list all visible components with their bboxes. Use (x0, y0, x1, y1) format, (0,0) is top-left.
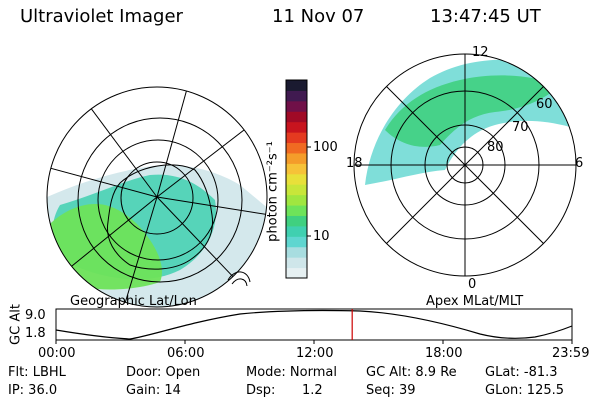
colorbar (285, 79, 308, 279)
mlt-label-6: 6 (575, 156, 584, 171)
colorbar-frame (285, 79, 308, 279)
apex-map-label: Apex MLat/MLT (426, 294, 524, 309)
colorbar-swatch (286, 111, 307, 123)
colorbar-swatch (286, 257, 307, 269)
colorbar-swatch (286, 152, 307, 164)
colorbar-swatch (286, 80, 307, 91)
antarctica-coastline (106, 164, 214, 270)
info-filter: Flt: LBHL (8, 365, 66, 380)
info-door: Door: Open (126, 365, 201, 380)
info-gc-alt: GC Alt: 8.9 Re (366, 365, 457, 380)
altitude-ytick-1-8: 1.8 (25, 326, 46, 341)
altitude-xtick-2359: 23:59 (552, 346, 590, 361)
compass-glyph (227, 271, 251, 287)
colorbar-swatch (286, 163, 307, 175)
colorbar-swatch (286, 184, 307, 196)
mlat-label-60: 60 (536, 97, 553, 112)
info-dsp-value: 1.2 (302, 383, 323, 398)
time-label: 13:47:45 UT (430, 6, 541, 27)
mlt-label-18: 18 (346, 156, 363, 171)
altitude-xticks (55, 340, 573, 344)
colorbar-swatch (286, 132, 307, 144)
apex-mlt-lines (354, 54, 576, 276)
mlat-label-70: 70 (512, 120, 529, 135)
geo-lat-circle-3 (120, 161, 194, 235)
info-mode: Mode: Normal (246, 365, 337, 380)
info-gain: Gain: 14 (126, 383, 181, 398)
geo-lat-circle-outer (46, 86, 268, 308)
colorbar-swatch (286, 121, 307, 133)
coastline-upper (47, 87, 61, 126)
info-glat: GLat: -81.3 (485, 365, 558, 380)
colorbar-swatch (286, 194, 307, 206)
altitude-plot-frame (55, 308, 573, 341)
altitude-curve (55, 309, 573, 340)
mlt-label-0: 0 (468, 277, 477, 292)
colorbar-swatch (286, 215, 307, 227)
apex-map (353, 53, 577, 277)
altitude-xtick-0600: 06:00 (167, 346, 205, 361)
colorbar-swatch (286, 142, 307, 154)
info-glon: GLon: 125.5 (485, 383, 565, 398)
info-seq: Seq: 39 (366, 383, 416, 398)
geo-lat-circle-1 (77, 117, 243, 283)
colorbar-swatch (286, 267, 307, 279)
geo-lat-circle-2 (97, 139, 219, 261)
colorbar-swatch (286, 225, 307, 237)
info-ip: IP: 36.0 (8, 383, 58, 398)
instrument-title: Ultraviolet Imager (20, 6, 183, 27)
altitude-xtick-1800: 18:00 (425, 346, 463, 361)
colorbar-swatch (286, 173, 307, 185)
colorbar-swatch (286, 90, 307, 102)
colorbar-swatch (286, 100, 307, 112)
colorbar-label-100: 100 (313, 140, 338, 155)
geographic-map-label: Geographic Lat/Lon (70, 294, 197, 309)
altitude-xtick-0000: 00:00 (38, 346, 76, 361)
colorbar-swatch (286, 205, 307, 216)
mlt-label-12: 12 (472, 45, 489, 60)
mlat-label-80: 80 (487, 140, 504, 155)
altitude-plot (55, 308, 573, 344)
info-dsp-label: Dsp: (246, 383, 276, 398)
colorbar-swatch (286, 246, 307, 258)
colorbar-label-10: 10 (313, 229, 330, 244)
geographic-map (46, 86, 268, 308)
altitude-ylabel: GC Alt (8, 304, 24, 345)
colorbar-unit-label: photon cm⁻²s⁻¹ (265, 141, 281, 242)
colorbar-swatch (286, 236, 307, 248)
altitude-ytick-9: 9.0 (25, 308, 46, 323)
date-label: 11 Nov 07 (272, 6, 365, 27)
altitude-xtick-1200: 12:00 (296, 346, 334, 361)
